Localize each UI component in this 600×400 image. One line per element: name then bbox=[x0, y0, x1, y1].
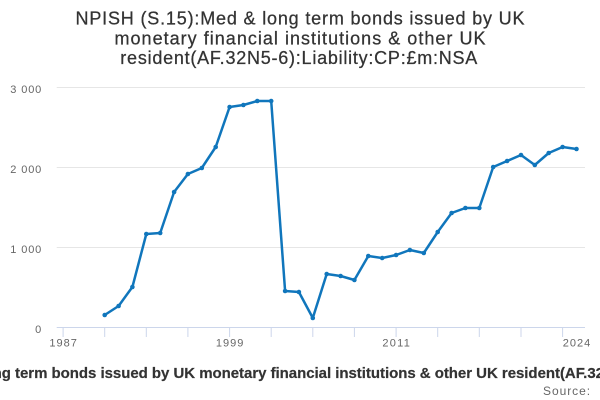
svg-text:NPISH (S.15):Med & long term b: NPISH (S.15):Med & long term bonds issue… bbox=[76, 8, 525, 28]
svg-text:NPISH (S.15):Med & long term b: NPISH (S.15):Med & long term bonds issue… bbox=[0, 365, 600, 382]
svg-text:1 000: 1 000 bbox=[10, 244, 41, 256]
svg-text:Source:: Source: bbox=[543, 384, 591, 398]
svg-text:1987: 1987 bbox=[49, 337, 77, 349]
svg-text:2011: 2011 bbox=[382, 337, 410, 349]
svg-text:1999: 1999 bbox=[216, 337, 244, 349]
svg-text:3 000: 3 000 bbox=[10, 84, 41, 96]
svg-text:2 000: 2 000 bbox=[10, 164, 41, 176]
svg-text:2024: 2024 bbox=[563, 337, 591, 349]
svg-text:resident(AF.32N5-6):Liability:: resident(AF.32N5-6):Liability:CP:£m:NSA bbox=[120, 48, 477, 68]
svg-text:0: 0 bbox=[35, 324, 41, 336]
svg-text:monetary financial institution: monetary financial institutions & other … bbox=[115, 28, 486, 48]
